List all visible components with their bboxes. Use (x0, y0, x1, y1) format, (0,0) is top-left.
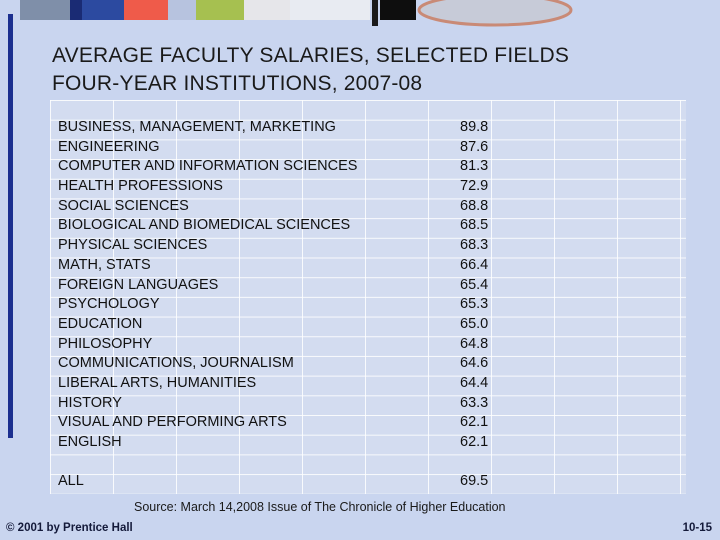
row-label: ENGINEERING (58, 138, 160, 155)
table-row-total: ALL 69.5 (58, 472, 658, 492)
table-row: MATH, STATS 66.4 (58, 256, 658, 276)
row-label: SOCIAL SCIENCES (58, 197, 189, 214)
row-label: PSYCHOLOGY (58, 296, 160, 313)
row-label: COMPUTER AND INFORMATION SCIENCES (58, 158, 358, 175)
copyright-text: © 2001 by Prentice Hall (6, 522, 133, 534)
row-label: ALL (58, 473, 84, 490)
row-value: 65.4 (460, 276, 489, 293)
header-decor-block (196, 0, 244, 20)
header-decor-bar (372, 0, 378, 26)
row-value: 64.4 (460, 374, 489, 391)
table-row: FOREIGN LANGUAGES 65.4 (58, 276, 658, 296)
table-row: BIOLOGICAL AND BIOMEDICAL SCIENCES 68.5 (58, 216, 658, 236)
table-row: EDUCATION 65.0 (58, 315, 658, 335)
row-value: 65.3 (460, 296, 489, 313)
row-label: BUSINESS, MANAGEMENT, MARKETING (58, 119, 336, 135)
row-label: BIOLOGICAL AND BIOMEDICAL SCIENCES (58, 217, 351, 234)
header-decor-block (244, 0, 290, 20)
row-value: 87.6 (460, 138, 489, 155)
row-value: 68.8 (460, 197, 489, 214)
row-label: LIBERAL ARTS, HUMANITIES (58, 374, 257, 391)
spreadsheet-grid (50, 100, 686, 494)
row-label: VISUAL AND PERFORMING ARTS (58, 414, 287, 431)
row-value: 72.9 (460, 178, 489, 195)
row-value: 62.1 (460, 434, 489, 450)
source-note: Source: March 14,2008 Issue of The Chron… (134, 500, 506, 514)
table-row: LIBERAL ARTS, HUMANITIES 64.4 (58, 374, 658, 394)
row-label: FOREIGN LANGUAGES (58, 276, 219, 293)
row-label: ENGLISH (58, 434, 122, 450)
row-value: 81.3 (460, 158, 489, 175)
page-number: 10-15 (682, 522, 712, 534)
table-row: HEALTH PROFESSIONS 72.9 (58, 177, 658, 197)
title-line-1: AVERAGE FACULTY SALARIES, SELECTED FIELD… (52, 44, 570, 67)
header-decor-block (290, 0, 370, 20)
row-value: 64.6 (460, 355, 489, 372)
header-decor-oval (416, 0, 574, 28)
row-value: 66.4 (460, 256, 489, 273)
title-line-2: FOUR-YEAR INSTITUTIONS, 2007-08 (52, 72, 423, 95)
header-decor-block (168, 0, 196, 20)
header-decor-block (20, 0, 70, 20)
row-value: 64.8 (460, 335, 489, 352)
row-value: 89.8 (460, 119, 489, 135)
table-row: ENGINEERING 87.6 (58, 138, 658, 158)
row-label: PHYSICAL SCIENCES (58, 237, 208, 254)
header-decor-block (70, 0, 82, 20)
table-row: PSYCHOLOGY 65.3 (58, 295, 658, 315)
table-row: HISTORY 63.3 (58, 394, 658, 414)
row-label: HISTORY (58, 394, 122, 411)
table-row: PHYSICAL SCIENCES 68.3 (58, 236, 658, 256)
header-decor-block (82, 0, 124, 20)
table-row: ENGLISH 62.1 (58, 433, 658, 453)
header-decor-block (124, 0, 168, 20)
table-row: COMMUNICATIONS, JOURNALISM 64.6 (58, 354, 658, 374)
table-spacer (58, 453, 658, 473)
row-value: 65.0 (460, 315, 489, 332)
table-row: PHILOSOPHY 64.8 (58, 335, 658, 355)
slide-title: AVERAGE FACULTY SALARIES, SELECTED FIELD… (52, 42, 569, 98)
row-value: 69.5 (460, 473, 489, 490)
table-row: SOCIAL SCIENCES 68.8 (58, 197, 658, 217)
row-value: 68.5 (460, 217, 489, 234)
row-label: MATH, STATS (58, 256, 151, 273)
header-decor-block (380, 0, 416, 20)
row-label: EDUCATION (58, 315, 143, 332)
row-label: PHILOSOPHY (58, 335, 153, 352)
table-row: VISUAL AND PERFORMING ARTS 62.1 (58, 413, 658, 433)
row-value: 62.1 (460, 414, 489, 431)
salary-table: BUSINESS, MANAGEMENT, MARKETING 89.8 ENGIN… (58, 118, 658, 492)
row-value: 63.3 (460, 394, 489, 411)
row-value: 68.3 (460, 237, 489, 254)
row-label: HEALTH PROFESSIONS (58, 178, 223, 195)
row-label: COMMUNICATIONS, JOURNALISM (58, 355, 294, 372)
table-row: BUSINESS, MANAGEMENT, MARKETING 89.8 (58, 118, 658, 138)
left-accent-line (8, 14, 13, 438)
table-row: COMPUTER AND INFORMATION SCIENCES 81.3 (58, 157, 658, 177)
